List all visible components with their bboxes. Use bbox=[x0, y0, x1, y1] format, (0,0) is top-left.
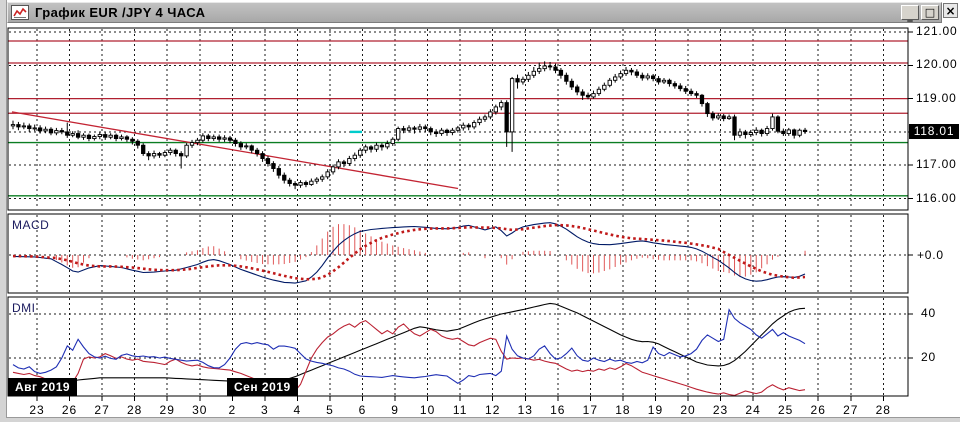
price-tick-label: 117.00 bbox=[916, 157, 957, 171]
current-price-label: 118.01 bbox=[909, 124, 959, 139]
date-tick-label: 26 bbox=[811, 403, 826, 417]
window-title: График EUR /JPY 4 ЧАСА bbox=[35, 5, 206, 20]
gridlines bbox=[9, 29, 913, 395]
date-tick-label: 28 bbox=[127, 403, 142, 417]
date-tick-label: 29 bbox=[160, 403, 175, 417]
plus-di-line bbox=[12, 319, 806, 396]
date-tick-label: 4 bbox=[294, 403, 302, 417]
price-tick-label: 116.00 bbox=[916, 191, 957, 205]
date-tick-label: 17 bbox=[583, 403, 598, 417]
price-tick-label: 119.00 bbox=[916, 91, 957, 105]
macd-line bbox=[12, 222, 806, 284]
price-panel[interactable] bbox=[7, 27, 909, 211]
date-tick-label: 26 bbox=[62, 403, 77, 417]
macd-histogram bbox=[55, 224, 806, 277]
date-tick-label: 19 bbox=[648, 403, 663, 417]
macd-signal bbox=[12, 223, 806, 281]
month-badge: Сен 2019 bbox=[227, 378, 298, 396]
date-tick-label: 20 bbox=[680, 403, 695, 417]
date-tick-label: 28 bbox=[876, 403, 891, 417]
date-tick-label: 2 bbox=[228, 403, 236, 417]
date-tick-label: 3 bbox=[261, 403, 269, 417]
macd-zero-tick-label: +0.0 bbox=[917, 248, 944, 262]
dmi-tick-label-40: 40 bbox=[921, 306, 936, 320]
date-tick-label: 23 bbox=[713, 403, 728, 417]
chart-canvas[interactable]: 23 26 27 28 29 30 2 3 4 5 6 9 10 11 12 13 16 17 18 19 20 23 24… bbox=[0, 22, 960, 422]
title-bar-buttons: _ □ bbox=[901, 5, 939, 22]
date-tick-label: 24 bbox=[745, 403, 760, 417]
trendline bbox=[11, 111, 459, 190]
date-tick-label: 27 bbox=[94, 403, 109, 417]
macd-label: MACD bbox=[12, 218, 50, 232]
adx-line bbox=[12, 302, 806, 390]
title-bar[interactable]: График EUR /JPY 4 ЧАСА _ □ bbox=[7, 2, 942, 23]
date-tick-label: 27 bbox=[843, 403, 858, 417]
dmi-tick-label-20: 20 bbox=[921, 350, 936, 364]
price-levels bbox=[8, 40, 908, 197]
dmi-panel[interactable] bbox=[7, 296, 909, 397]
date-tick-label: 12 bbox=[485, 403, 500, 417]
maximize-button[interactable]: □ bbox=[921, 5, 939, 20]
chart-area[interactable]: 23 26 27 28 29 30 2 3 4 5 6 9 10 11 12 13 16 17 18 19 20 23 24… bbox=[0, 22, 960, 422]
macd-lines bbox=[12, 222, 806, 284]
close-button[interactable]: × bbox=[943, 3, 958, 18]
candles bbox=[10, 61, 808, 190]
chart-icon bbox=[11, 5, 29, 20]
minimize-button[interactable]: _ bbox=[901, 5, 919, 22]
price-tick-label: 121.00 bbox=[916, 24, 958, 38]
date-tick-label: 16 bbox=[550, 403, 565, 417]
date-tick-label: 23 bbox=[29, 403, 44, 417]
window-left-frame bbox=[0, 0, 7, 422]
window-bottom-frame bbox=[6, 417, 960, 422]
panel-borders bbox=[7, 27, 909, 397]
date-tick-label: 10 bbox=[420, 403, 435, 417]
x-axis: 23 26 27 28 29 30 2 3 4 5 6 9 10 11 12 13 16 17 18 19 20 23 24… bbox=[29, 396, 891, 417]
minus-di-line bbox=[12, 308, 806, 384]
macd-panel[interactable] bbox=[7, 213, 909, 294]
date-tick-label: 9 bbox=[391, 403, 399, 417]
date-tick-label: 5 bbox=[326, 403, 334, 417]
month-badge: Авг 2019 bbox=[8, 378, 78, 396]
dmi-label: DMI bbox=[12, 301, 36, 315]
date-tick-label: 11 bbox=[453, 403, 467, 417]
date-tick-label: 30 bbox=[192, 403, 207, 417]
macd-signal-line bbox=[12, 223, 806, 281]
dmi-lines bbox=[12, 302, 806, 396]
date-tick-label: 25 bbox=[778, 403, 793, 417]
price-tick-label: 120.00 bbox=[916, 57, 958, 71]
date-tick-label: 18 bbox=[615, 403, 630, 417]
date-tick-label: 6 bbox=[359, 403, 367, 417]
date-tick-label: 13 bbox=[518, 403, 533, 417]
